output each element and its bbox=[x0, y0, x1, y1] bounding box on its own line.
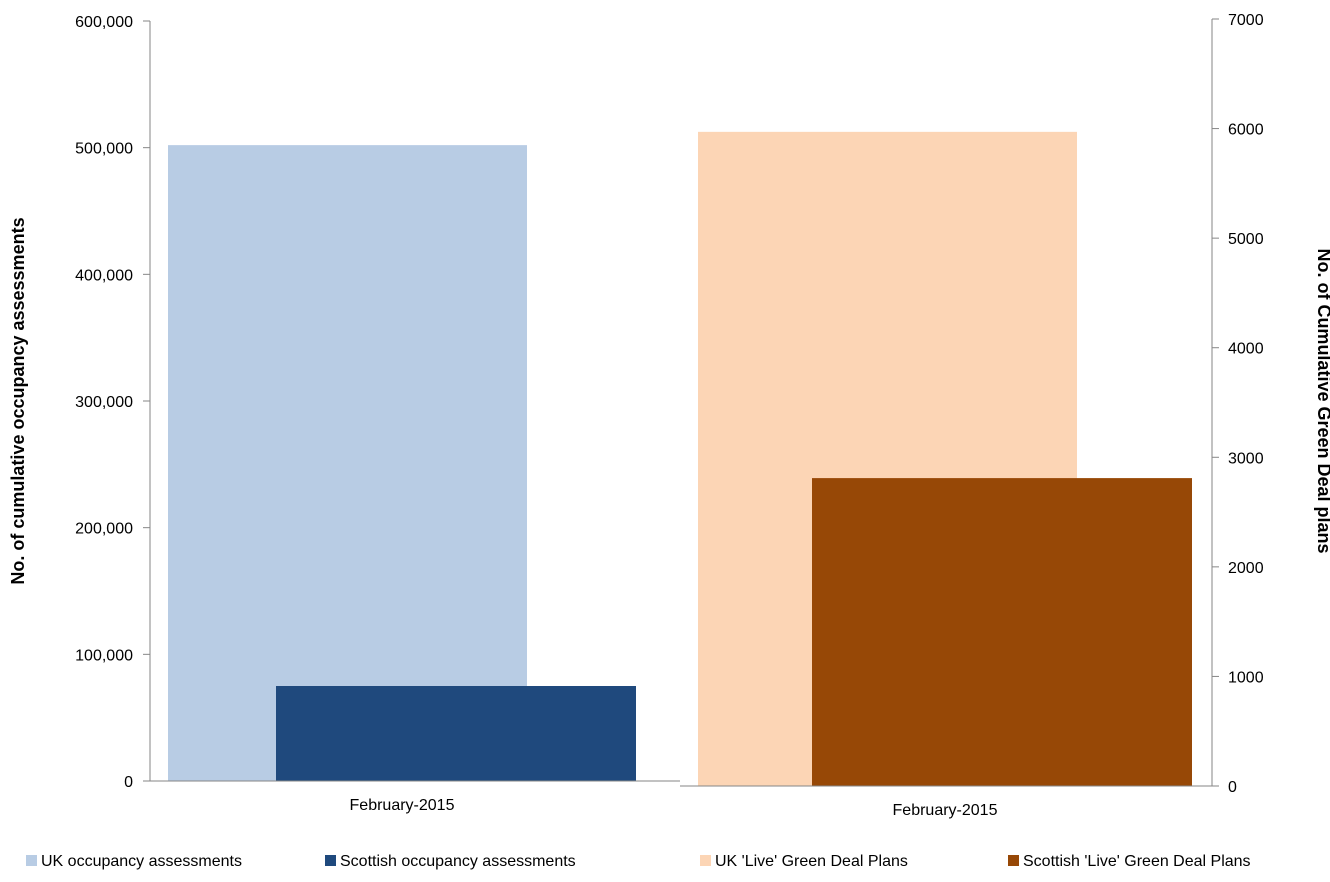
legend-swatch-1-1 bbox=[1008, 855, 1019, 866]
axes-layer bbox=[143, 18, 1219, 787]
legend-label-1-1: Scottish 'Live' Green Deal Plans bbox=[1023, 853, 1251, 870]
y-axis-title-1: No. of Cumulative Green Deal plans bbox=[1314, 248, 1330, 553]
bars-layer bbox=[168, 131, 1192, 786]
legend-swatch-0-1 bbox=[325, 855, 336, 866]
legend-label-0-1: Scottish occupancy assessments bbox=[340, 853, 576, 870]
bar-0-0 bbox=[168, 145, 527, 782]
y-axis-title-0: No. of cumulative occupancy assessments bbox=[8, 217, 28, 584]
y-tick-label-0-3: 300,000 bbox=[75, 394, 133, 411]
y-tick-label-1-7: 7000 bbox=[1228, 12, 1264, 29]
legend-swatch-0-0 bbox=[26, 855, 37, 866]
y-tick-label-1-1: 1000 bbox=[1228, 669, 1264, 686]
bar-0-1 bbox=[276, 686, 636, 781]
y-tick-label-0-6: 600,000 bbox=[75, 14, 133, 31]
y-tick-label-1-3: 3000 bbox=[1228, 450, 1264, 467]
y-tick-label-0-1: 100,000 bbox=[75, 647, 133, 664]
labels-layer: 0 100,000 200,000 300,000 400,000 500,000 600,… bbox=[8, 12, 1330, 819]
y-tick-label-0-4: 400,000 bbox=[75, 267, 133, 284]
x-category-label-0: February-2015 bbox=[350, 797, 455, 814]
legend-label-0-0: UK occupancy assessments bbox=[41, 853, 242, 870]
bar-1-1 bbox=[812, 478, 1192, 786]
y-tick-label-1-6: 6000 bbox=[1228, 122, 1264, 139]
y-tick-label-0-5: 500,000 bbox=[75, 141, 133, 158]
legend-swatch-1-0 bbox=[700, 855, 711, 866]
legend: UK occupancy assessments Scottish occupan… bbox=[26, 853, 1251, 870]
y-tick-label-0-2: 200,000 bbox=[75, 521, 133, 538]
legend-label-1-0: UK 'Live' Green Deal Plans bbox=[715, 853, 908, 870]
y-tick-label-0-0: 0 bbox=[124, 774, 133, 791]
y-tick-label-1-0: 0 bbox=[1228, 779, 1237, 796]
y-tick-label-1-4: 4000 bbox=[1228, 341, 1264, 358]
x-category-label-1: February-2015 bbox=[893, 802, 998, 819]
y-tick-label-1-2: 2000 bbox=[1228, 560, 1264, 577]
y-tick-label-1-5: 5000 bbox=[1228, 231, 1264, 248]
